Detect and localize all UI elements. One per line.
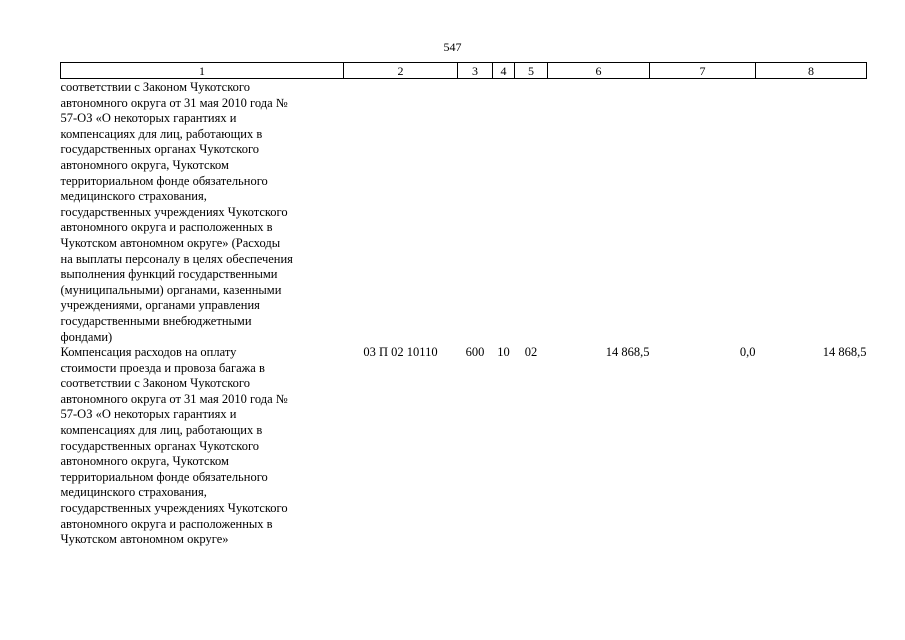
row-amount-col7 xyxy=(650,79,756,346)
row-subsection xyxy=(515,79,548,346)
row-amount-col8: 14 868,5 xyxy=(822,345,867,360)
column-header-8: 8 xyxy=(755,62,867,79)
column-header-7: 7 xyxy=(649,62,756,79)
column-header-2: 2 xyxy=(343,62,458,79)
row-section: 10 xyxy=(497,345,510,360)
row-target-code: 03 П 02 10110 xyxy=(363,345,438,360)
budget-table: 1 2 3 4 5 6 7 8 соответствии с Законом Ч… xyxy=(60,62,867,548)
page-number: 547 xyxy=(443,40,462,54)
column-header-4: 4 xyxy=(492,62,515,79)
table-row: соответствии с Законом Чукотского автоно… xyxy=(61,79,867,346)
column-header-5: 5 xyxy=(514,62,548,79)
row-amount-col8 xyxy=(756,79,867,346)
column-header-3: 3 xyxy=(457,62,493,79)
row-description: Компенсация расходов на оплату стоимости… xyxy=(60,345,288,547)
row-expense-type: 600 xyxy=(465,345,485,360)
row-amount-col7: 0,0 xyxy=(739,345,756,360)
column-header-1: 1 xyxy=(60,62,344,79)
row-description: соответствии с Законом Чукотского автоно… xyxy=(60,80,293,344)
row-amount-col6 xyxy=(548,79,650,346)
table-row: Компенсация расходов на оплату стоимости… xyxy=(61,345,867,548)
column-header-6: 6 xyxy=(547,62,650,79)
row-expense-type xyxy=(458,79,493,346)
table-header: 1 2 3 4 5 6 7 8 xyxy=(60,62,867,79)
row-amount-col6: 14 868,5 xyxy=(605,345,650,360)
row-subsection: 02 xyxy=(524,345,538,360)
row-section xyxy=(493,79,515,346)
header-row: 1 2 3 4 5 6 7 8 xyxy=(60,62,867,79)
row-target-code xyxy=(344,79,458,346)
table-body: соответствии с Законом Чукотского автоно… xyxy=(61,79,867,548)
